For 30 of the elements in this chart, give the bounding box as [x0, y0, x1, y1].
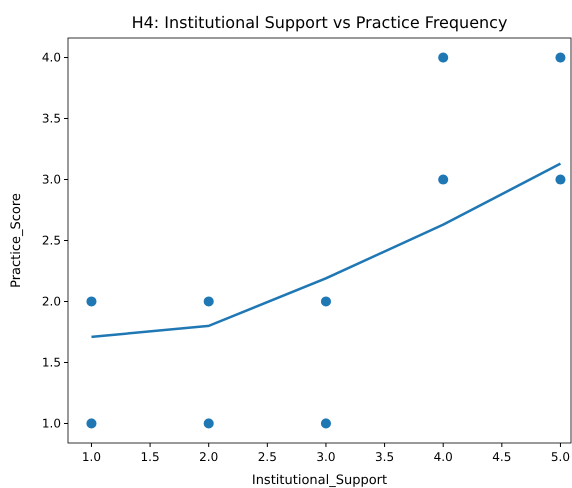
x-tick-label: 1.0: [82, 450, 101, 464]
x-tick-label: 2.5: [258, 450, 277, 464]
point: [320, 296, 331, 307]
x-tick-label: 1.5: [140, 450, 160, 464]
chart-title: H4: Institutional Support vs Practice Frequency: [132, 13, 508, 32]
point: [555, 174, 566, 185]
x-tick-label: 2.0: [199, 450, 218, 464]
point: [438, 52, 448, 63]
point: [204, 418, 214, 429]
y-tick-label: 3.0: [42, 172, 61, 187]
y-axis-title: Practice_Score: [9, 193, 24, 288]
x-tick-label: 5.0: [550, 450, 570, 464]
y-tick-label: 2.0: [42, 294, 61, 308]
x-tick-label: 3.5: [375, 450, 394, 464]
x-axis-title: Institutional_Support: [252, 473, 388, 488]
point: [438, 174, 448, 185]
x-tick-label: 3.0: [316, 450, 336, 464]
point: [320, 418, 331, 429]
y-tick-label: 3.5: [42, 112, 61, 126]
y-tick-label: 1.0: [42, 416, 61, 430]
x-tick-label: 4.5: [492, 450, 512, 464]
y-tick-label: 4.0: [42, 50, 61, 65]
point: [555, 52, 566, 63]
y-tick-label: 2.5: [42, 234, 61, 248]
y-tick-label: 1.5: [42, 355, 61, 370]
point: [86, 296, 96, 307]
x-tick-label: 4.0: [434, 450, 453, 464]
point: [86, 418, 96, 429]
line-series: [90, 162, 562, 338]
point: [204, 296, 214, 307]
